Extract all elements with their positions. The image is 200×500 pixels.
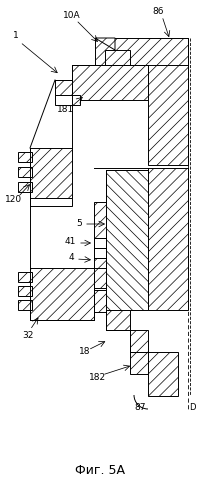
Text: 4: 4 — [68, 254, 74, 262]
Bar — [18, 272, 32, 282]
Bar — [30, 268, 94, 320]
Bar — [55, 95, 80, 105]
Text: 181: 181 — [57, 106, 75, 114]
Text: 87: 87 — [134, 404, 146, 412]
Bar — [95, 38, 188, 65]
Polygon shape — [95, 38, 115, 50]
Text: 41: 41 — [65, 238, 76, 246]
Bar — [130, 330, 148, 352]
Bar — [18, 167, 32, 177]
Bar — [18, 300, 32, 310]
Bar — [18, 152, 32, 162]
Bar — [94, 238, 106, 248]
Bar — [55, 80, 72, 95]
Text: 18: 18 — [79, 348, 91, 356]
Bar — [94, 258, 106, 288]
Bar — [105, 50, 130, 65]
Text: 5: 5 — [76, 220, 82, 228]
Bar — [130, 352, 148, 374]
Bar — [148, 38, 188, 165]
Bar — [18, 286, 32, 296]
Bar — [148, 168, 188, 310]
Text: 32: 32 — [22, 330, 34, 340]
Bar — [18, 182, 32, 192]
Text: 1: 1 — [13, 32, 19, 40]
Text: Фиг. 5А: Фиг. 5А — [75, 464, 125, 476]
Bar — [30, 148, 72, 198]
Text: 10А: 10А — [63, 12, 81, 20]
Text: 182: 182 — [89, 374, 107, 382]
Bar — [94, 202, 106, 238]
Bar — [30, 198, 72, 206]
Bar — [148, 352, 178, 396]
Text: 120: 120 — [5, 196, 23, 204]
Text: D: D — [189, 404, 195, 412]
Bar — [106, 310, 130, 330]
Bar — [94, 248, 106, 258]
Text: 86: 86 — [152, 8, 164, 16]
Bar — [106, 170, 148, 310]
Bar — [72, 65, 148, 100]
Bar — [94, 290, 106, 312]
